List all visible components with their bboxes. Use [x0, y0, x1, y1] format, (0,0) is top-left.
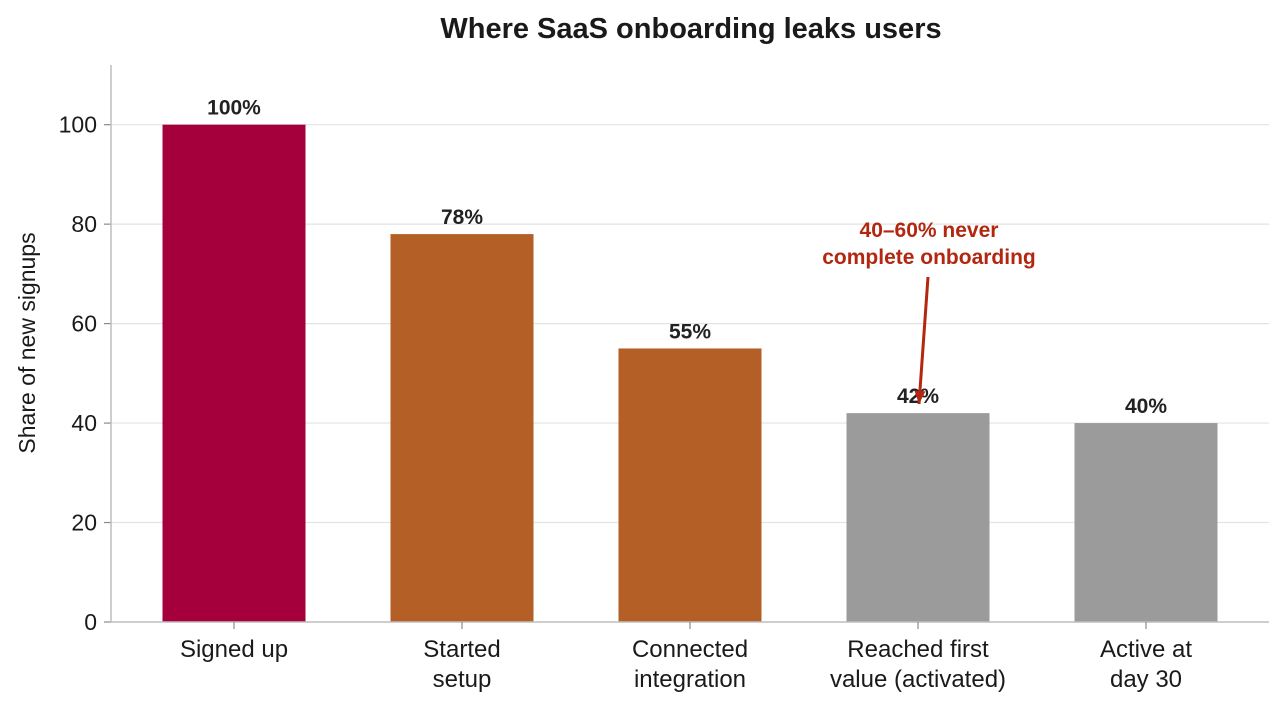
bar	[618, 348, 762, 622]
x-tick-label: Reached first value (activated)	[830, 636, 1006, 693]
x-tick-label: Active at day 30	[1100, 636, 1192, 693]
y-tick-label: 40	[71, 410, 97, 436]
bars	[162, 124, 1218, 622]
data-label: 78%	[441, 206, 483, 229]
annotation-text: 40–60% never complete onboarding	[822, 219, 1036, 269]
y-tick-label: 80	[71, 211, 97, 237]
x-tick-label: Signed up	[180, 636, 288, 663]
bar	[846, 413, 990, 622]
data-label: 55%	[669, 320, 711, 343]
x-tick-label: Started setup	[423, 636, 500, 693]
axes	[104, 65, 1269, 629]
y-tick-label: 60	[71, 311, 97, 337]
annotation-arrowhead	[914, 390, 926, 404]
chart-title: Where SaaS onboarding leaks users	[440, 13, 941, 45]
bar	[162, 124, 306, 622]
y-axis-label: Share of new signups	[14, 232, 40, 453]
y-tick-label: 0	[84, 609, 97, 635]
x-tick-label: Connected integration	[632, 636, 748, 693]
bar	[390, 234, 534, 622]
y-tick-label: 20	[71, 510, 97, 536]
bar	[1074, 423, 1218, 622]
data-label: 100%	[207, 97, 261, 120]
data-label: 40%	[1125, 395, 1167, 418]
y-tick-label: 100	[59, 112, 97, 138]
labels: 0 20 40 60 80 100 100% Signed up 78% Started setup…	[59, 97, 1193, 693]
annotation-arrow	[917, 276, 930, 405]
annotation: 40–60% never complete onboarding	[822, 219, 1036, 405]
